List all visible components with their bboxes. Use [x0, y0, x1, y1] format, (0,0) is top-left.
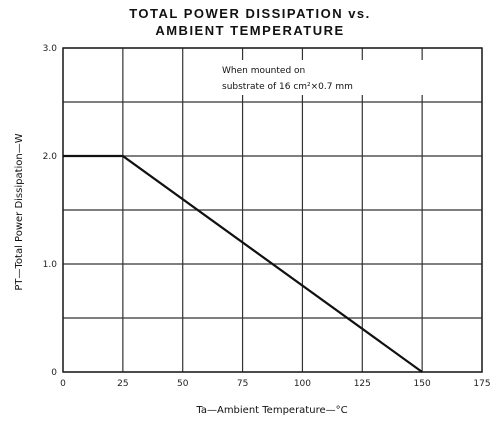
x-tick-label: 150	[414, 379, 431, 389]
annotation-box	[214, 60, 442, 95]
plot-frame	[62, 47, 483, 373]
chart-title-line1: TOTAL POWER DISSIPATION vs.	[129, 6, 371, 21]
y-axis-ticks: 0 1.0 2.0 3.0	[43, 44, 58, 378]
series-group	[63, 154, 423, 373]
x-axis-label: Ta—Ambient Temperature—°C	[195, 405, 347, 416]
x-tick-label: 175	[473, 379, 490, 389]
chart-title-line2: AMBIENT TEMPERATURE	[155, 23, 344, 38]
y-tick-label: 0	[51, 368, 57, 378]
annotation-line2: substrate of 16 cm²×0.7 mm	[222, 82, 353, 92]
x-tick-label: 50	[177, 379, 189, 389]
x-tick-label: 100	[294, 379, 311, 389]
x-tick-label: 25	[117, 379, 128, 389]
y-tick-label: 2.0	[43, 152, 58, 162]
x-tick-label: 125	[354, 379, 371, 389]
grid	[62, 47, 483, 373]
series-line	[63, 154, 423, 373]
y-tick-label: 1.0	[43, 260, 58, 270]
x-tick-label: 75	[237, 379, 248, 389]
y-tick-label: 3.0	[43, 44, 58, 54]
annotation-line1: When mounted on	[222, 66, 305, 76]
x-axis-ticks: 0 25 50 75 100 125 150 175	[60, 379, 490, 389]
y-axis-label: PT—Total Power Dissipation—W	[14, 133, 25, 290]
x-tick-label: 0	[60, 379, 66, 389]
